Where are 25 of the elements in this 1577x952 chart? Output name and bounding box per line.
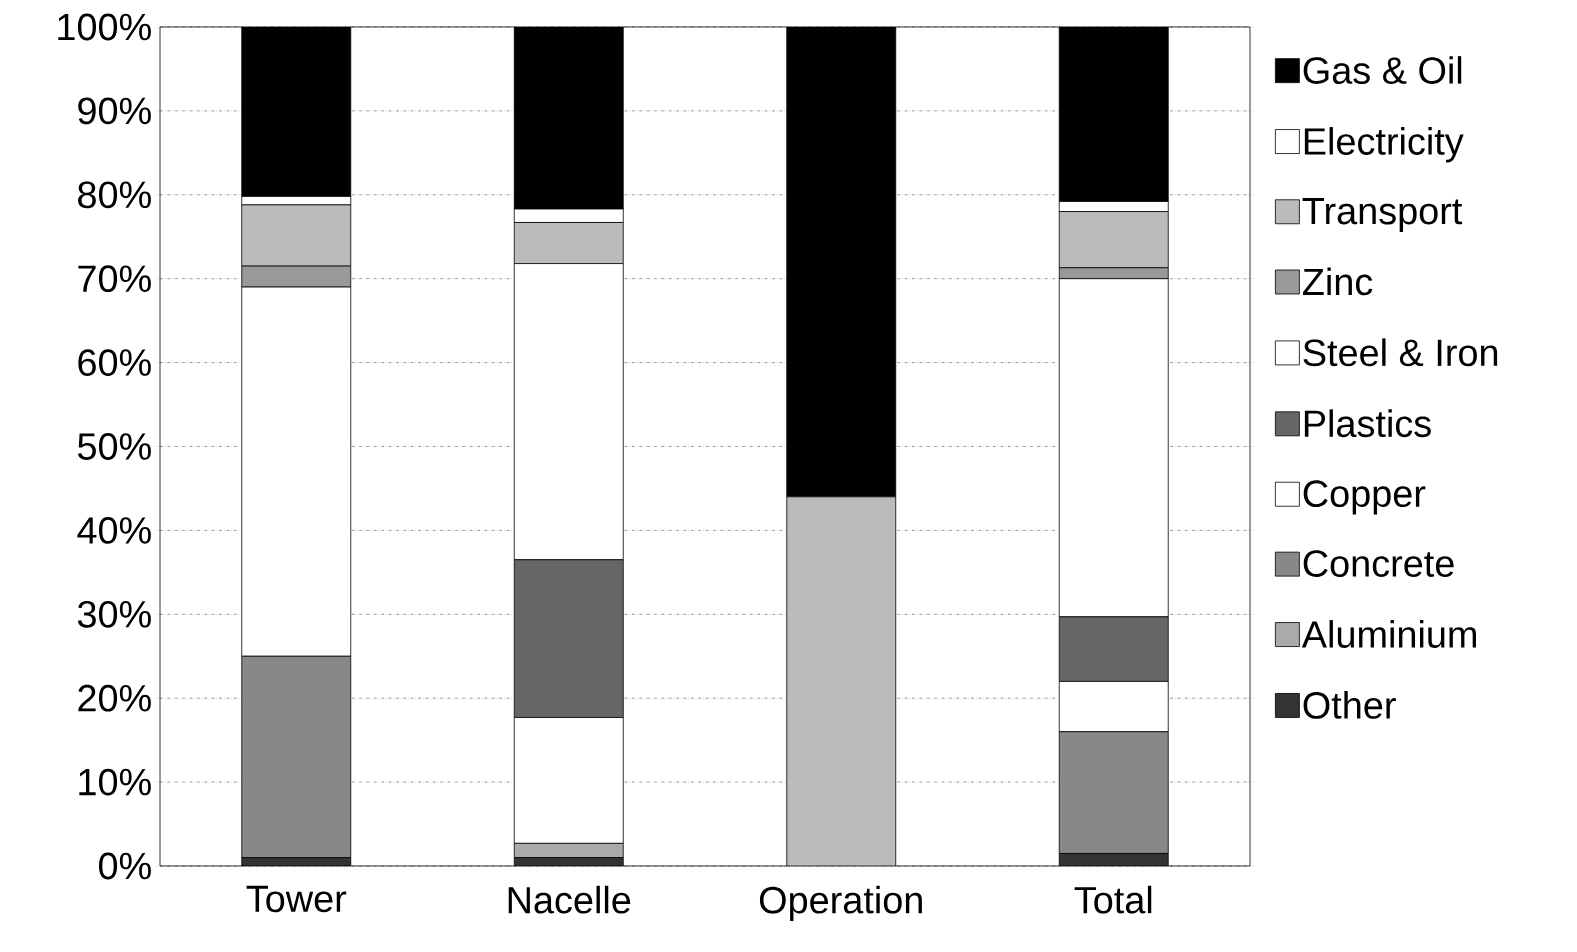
y-tick-label: 40%: [77, 516, 151, 544]
legend-label: Gas & Oil: [1303, 56, 1462, 84]
y-tick-label: 0%: [99, 852, 151, 880]
legend-label: Electricity: [1304, 127, 1464, 163]
legend-label: Plastics: [1304, 409, 1431, 438]
legend-label: Copper: [1303, 480, 1426, 515]
legend-label: Aluminium: [1301, 620, 1476, 648]
y-tick-label: 10%: [79, 768, 151, 796]
y-tick-label: 70%: [78, 265, 151, 293]
legend-label: Steel & Iron: [1303, 338, 1498, 367]
y-tick-label: 90%: [78, 97, 151, 125]
legend-label: Other: [1303, 691, 1396, 719]
y-tick-label: 60%: [78, 349, 151, 376]
legend-label: Transport: [1302, 198, 1463, 232]
legend-label: Zinc: [1302, 267, 1373, 296]
x-tick-label: Operation: [759, 885, 922, 922]
y-tick-label: 50%: [77, 433, 151, 460]
y-tick-label: 20%: [78, 684, 151, 712]
y-tick-label: 80%: [78, 181, 151, 209]
x-tick-label: Total: [1074, 885, 1152, 914]
y-tick-label: 30%: [77, 600, 151, 628]
y-tick-label: 100%: [58, 13, 151, 41]
legend-label: Concrete: [1303, 550, 1454, 577]
x-tick-label: Nacelle: [508, 885, 631, 914]
x-tick-label: Tower: [246, 885, 347, 913]
